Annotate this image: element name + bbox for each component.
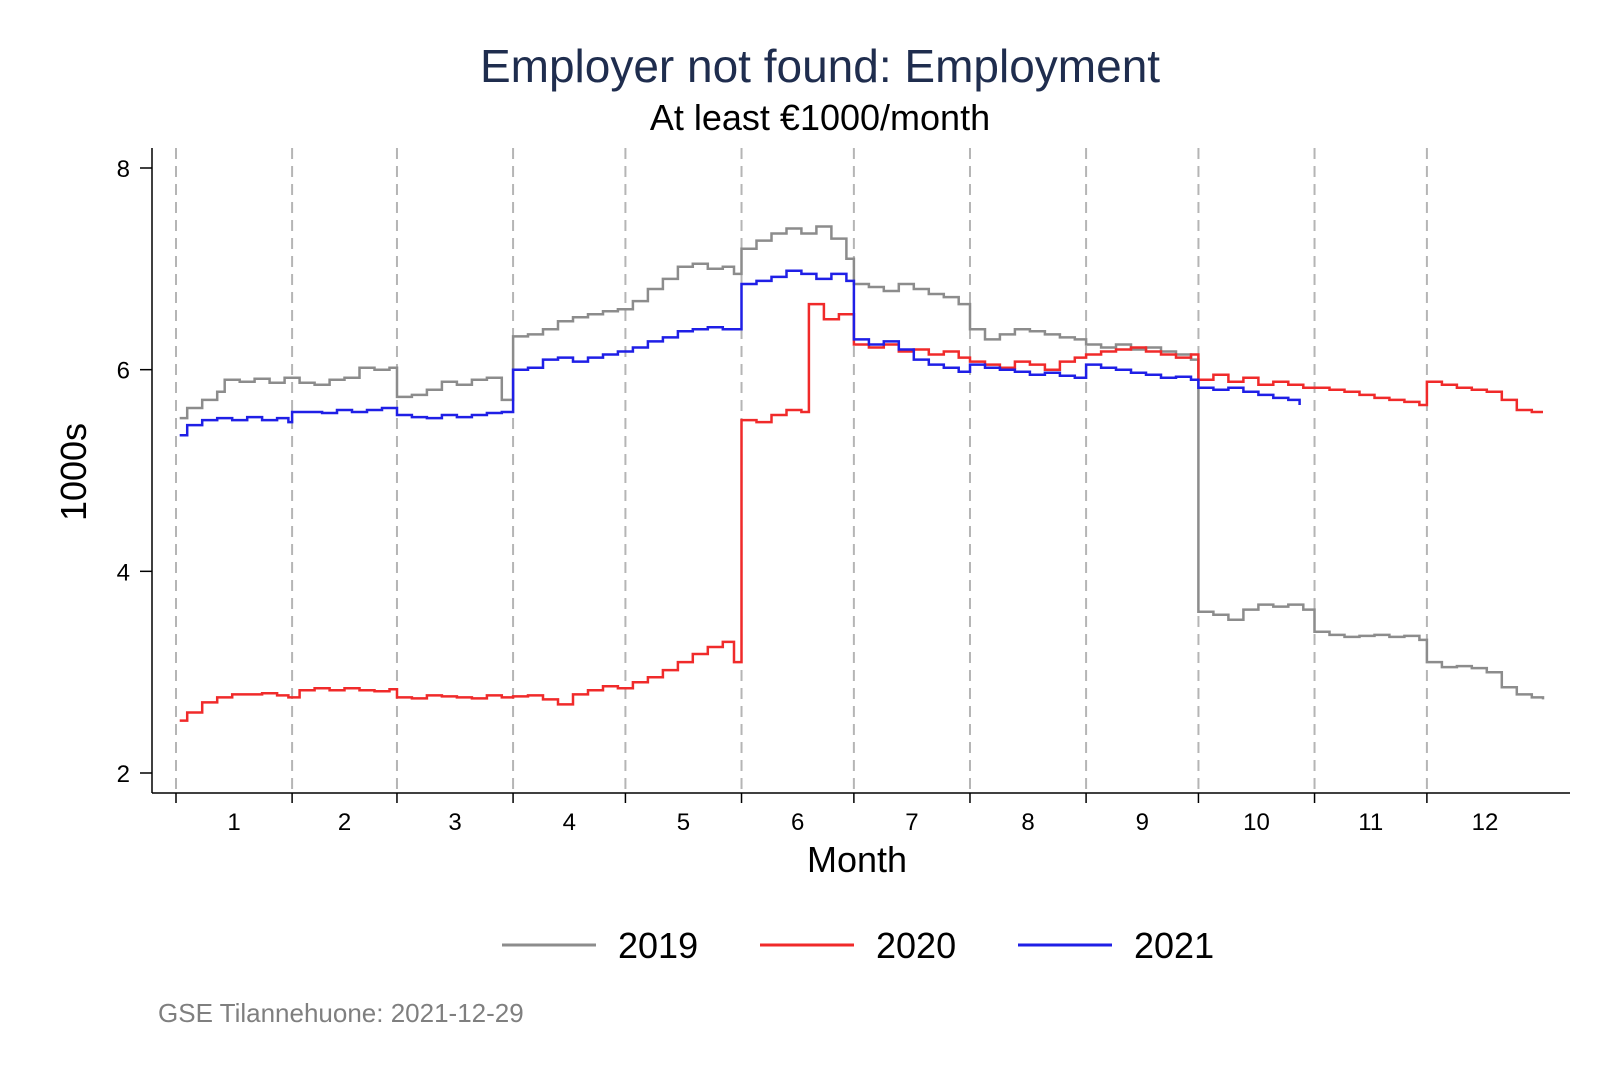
- series-layer: [179, 225, 1545, 722]
- chart-subtitle: At least €1000/month: [650, 97, 990, 138]
- legend-label-2021: 2021: [1134, 925, 1214, 966]
- x-tick-label: 6: [791, 809, 804, 836]
- y-tick-label: 2: [117, 761, 130, 788]
- x-tick-label: 9: [1136, 809, 1149, 836]
- series-line-2020: [179, 302, 1543, 722]
- x-tick-label: 4: [563, 809, 576, 836]
- series-line-2021: [179, 269, 1301, 437]
- y-axis-title: 1000s: [53, 423, 94, 521]
- x-tick-label: 12: [1472, 809, 1499, 836]
- source-footnote: GSE Tilannehuone: 2021-12-29: [158, 998, 524, 1028]
- x-tick-label: 3: [448, 809, 461, 836]
- x-axis-title: Month: [807, 839, 907, 880]
- x-tick-label: 11: [1358, 809, 1383, 836]
- x-tick-label: 8: [1021, 809, 1034, 836]
- x-tick-label: 5: [677, 809, 690, 836]
- y-tick-label: 6: [117, 358, 130, 385]
- y-tick-label: 4: [117, 559, 130, 586]
- x-tick-label: 10: [1243, 809, 1270, 836]
- month-divider-lines: [175, 148, 1428, 793]
- x-tick-label: 2: [338, 809, 351, 836]
- x-tick-label: 1: [227, 809, 240, 836]
- legend: 2019 2020 2021: [502, 925, 1214, 966]
- x-axis-ticks: 1 2 3 4 5 6 7 8 9 10 11 12: [175, 793, 1499, 836]
- y-axis-ticks: 2 4 6 8: [117, 156, 152, 788]
- series-line-2019: [179, 225, 1545, 700]
- x-tick-label: 7: [905, 809, 918, 836]
- legend-label-2020: 2020: [876, 925, 956, 966]
- y-tick-label: 8: [117, 156, 130, 183]
- legend-label-2019: 2019: [618, 925, 698, 966]
- chart-title: Employer not found: Employment: [480, 40, 1160, 92]
